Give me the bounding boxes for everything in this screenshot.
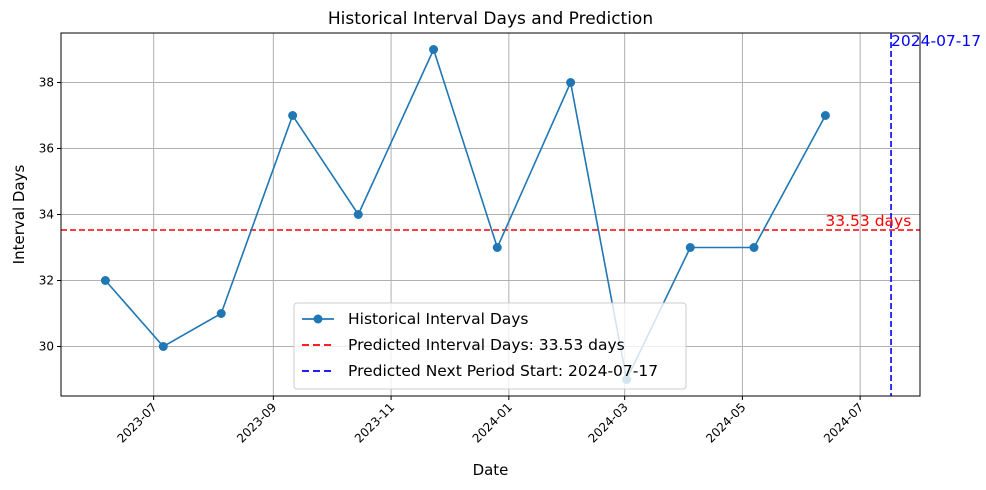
legend: Historical Interval Days Predicted Interv… xyxy=(293,302,687,390)
data-point xyxy=(492,243,502,252)
predicted-start-annotation: 2024-07-17 xyxy=(891,32,981,50)
data-point xyxy=(749,243,759,252)
legend-label: Historical Interval Days xyxy=(348,310,529,328)
x-tick-label: 2024-01 xyxy=(470,400,515,445)
data-point xyxy=(216,309,226,318)
x-tick-label: 2024-05 xyxy=(703,400,748,445)
reference-lines xyxy=(61,33,920,396)
annotations: 33.53 days 2024-07-17 xyxy=(825,32,981,230)
x-tick-label: 2023-11 xyxy=(352,400,397,445)
data-point xyxy=(288,111,298,120)
data-point xyxy=(685,243,695,252)
y-tick-label: 38 xyxy=(39,76,54,90)
y-tick-label: 32 xyxy=(39,274,54,288)
data-point xyxy=(820,111,830,120)
chart-title: Historical Interval Days and Prediction xyxy=(328,9,653,29)
legend-label: Predicted Next Period Start: 2024-07-17 xyxy=(348,362,658,380)
x-axis-title: Date xyxy=(473,461,509,479)
predicted-interval-annotation: 33.53 days xyxy=(825,212,911,230)
legend-label: Predicted Interval Days: 33.53 days xyxy=(348,336,625,354)
data-point xyxy=(429,45,439,54)
legend-marker xyxy=(313,314,323,324)
series-line xyxy=(104,47,827,383)
y-tick-label: 34 xyxy=(39,208,54,222)
x-axis-ticks: 2023-07 2023-09 2023-11 2024-01 2024-03 2024-… xyxy=(114,396,866,446)
data-point xyxy=(353,210,363,219)
y-tick-label: 36 xyxy=(39,142,54,156)
data-point xyxy=(100,276,110,285)
y-axis-ticks: 30 32 34 36 38 xyxy=(39,76,61,354)
y-axis-title: Interval Days xyxy=(10,164,28,264)
grid xyxy=(61,33,920,396)
x-tick-label: 2024-07 xyxy=(821,400,866,445)
legend-box xyxy=(293,302,687,390)
x-tick-label: 2023-07 xyxy=(114,400,159,445)
x-tick-label: 2023-09 xyxy=(234,400,279,445)
data-point xyxy=(566,78,576,87)
y-tick-label: 30 xyxy=(39,340,54,354)
data-point xyxy=(158,342,168,351)
x-tick-label: 2024-03 xyxy=(585,400,630,445)
